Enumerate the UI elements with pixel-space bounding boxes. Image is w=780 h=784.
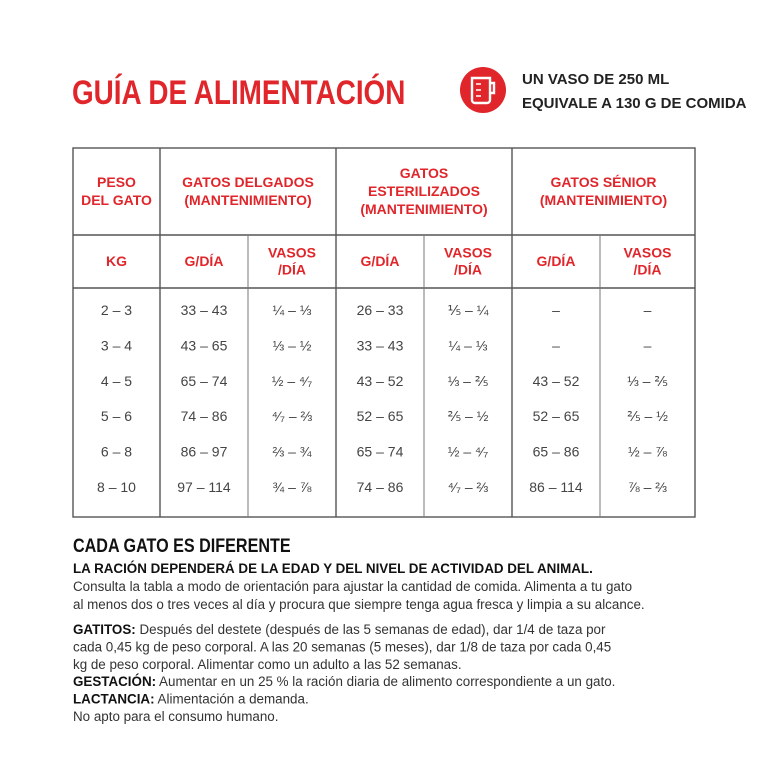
column-header: G/DÍA bbox=[537, 253, 576, 269]
table-cell: 26 – 33 bbox=[357, 302, 404, 318]
table-cell: – bbox=[552, 337, 560, 353]
table-cell: 43 – 52 bbox=[357, 373, 404, 389]
table-cell: 2 – 3 bbox=[101, 302, 132, 318]
notes-text: GESTACIÓN: Aumentar en un 25 % la ración… bbox=[73, 674, 615, 689]
notes-text: kg de peso corporal. Alimentar como un a… bbox=[73, 657, 462, 672]
table-cell: 52 – 65 bbox=[357, 408, 404, 424]
column-header: KG bbox=[106, 253, 127, 269]
table-cell: 33 – 43 bbox=[357, 337, 404, 353]
table-cell: 86 – 97 bbox=[181, 444, 228, 460]
table-cell: 8 – 10 bbox=[97, 479, 136, 495]
table-cell: ⅔ – ¾ bbox=[273, 444, 312, 460]
table-cell: 74 – 86 bbox=[357, 479, 404, 495]
table-cell: 43 – 65 bbox=[181, 337, 228, 353]
group-header: (MANTENIMIENTO) bbox=[360, 201, 487, 217]
table-cell: ¾ – ⅞ bbox=[273, 479, 312, 495]
table-cell: – bbox=[552, 302, 560, 318]
title: GUÍA DE ALIMENTACIÓN bbox=[72, 72, 405, 111]
table-cell: 74 – 86 bbox=[181, 408, 228, 424]
table-cell: 5 – 6 bbox=[101, 408, 132, 424]
table-cell: 4 – 5 bbox=[101, 373, 132, 389]
table-cell: – bbox=[644, 302, 652, 318]
table-cell: ¼ – ⅓ bbox=[449, 337, 488, 353]
table-cell: 65 – 74 bbox=[357, 444, 404, 460]
cup-icon bbox=[460, 67, 506, 113]
table-cell: 86 – 114 bbox=[529, 479, 583, 495]
table-cell: 65 – 74 bbox=[181, 373, 228, 389]
group-header: GATOS bbox=[400, 165, 449, 181]
notes-line: Aumentar en un 25 % la ración diaria de … bbox=[156, 674, 615, 689]
group-header: PESO bbox=[97, 174, 136, 190]
notes-line: kg de peso corporal. Alimentar como un a… bbox=[73, 657, 462, 672]
column-header: G/DÍA bbox=[361, 253, 400, 269]
notes-text: cada 0,45 kg de peso corporal. A las 20 … bbox=[73, 639, 611, 654]
column-header: VASOS bbox=[624, 245, 672, 261]
measure-line: EQUIVALE A 130 G DE COMIDA bbox=[522, 95, 747, 112]
table-cell: ⅕ – ¼ bbox=[448, 302, 489, 318]
column-header: VASOS bbox=[268, 245, 316, 261]
table-cell: ⅖ – ½ bbox=[627, 408, 668, 424]
table-cell: 6 – 8 bbox=[101, 444, 132, 460]
table-cell: 43 – 52 bbox=[533, 373, 580, 389]
column-header: VASOS bbox=[444, 245, 492, 261]
notes-text: GATITOS: Después del destete (después de… bbox=[73, 622, 606, 637]
notes-label: LACTANCIA: bbox=[73, 692, 155, 707]
notes-lead: LA RACIÓN DEPENDERÁ DE LA EDAD Y DEL NIV… bbox=[73, 561, 593, 576]
column-header: /DÍA bbox=[278, 262, 306, 278]
table-cell: ⁴⁄₇ – ⅔ bbox=[448, 479, 489, 495]
notes-label: GESTACIÓN: bbox=[73, 674, 156, 689]
group-header: GATOS SÉNIOR bbox=[550, 174, 656, 190]
column-header: /DÍA bbox=[634, 262, 662, 278]
table-grid bbox=[72, 147, 696, 518]
table-cell: ¼ – ⅓ bbox=[273, 302, 312, 318]
table-cell: 65 – 86 bbox=[533, 444, 580, 460]
measure-line: UN VASO DE 250 ML bbox=[522, 71, 669, 88]
notes-text: LACTANCIA: Alimentación a demanda. bbox=[73, 692, 309, 707]
table-cell: ⅓ – ⅖ bbox=[627, 373, 668, 389]
group-header: (MANTENIMIENTO) bbox=[184, 192, 311, 208]
notes-heading: CADA GATO ES DIFERENTE bbox=[73, 535, 291, 557]
table-cell: 33 – 43 bbox=[181, 302, 228, 318]
table-cell: ⅓ – ½ bbox=[273, 337, 312, 353]
table-cell: ½ – ⅞ bbox=[628, 444, 667, 460]
notes-text: al menos dos o tres veces al día y procu… bbox=[73, 597, 645, 612]
group-header: GATOS DELGADOS bbox=[182, 174, 314, 190]
table-cell: 52 – 65 bbox=[533, 408, 580, 424]
table-cell: ⅖ – ½ bbox=[448, 408, 489, 424]
group-header: (MANTENIMIENTO) bbox=[540, 192, 667, 208]
group-header: ESTERILIZADOS bbox=[368, 183, 480, 199]
notes-line: Alimentación a demanda. bbox=[155, 692, 309, 707]
table-cell: ⅞ – ⅔ bbox=[628, 479, 667, 495]
notes-text: Consulta la tabla a modo de orientación … bbox=[73, 579, 632, 594]
notes-footer: No apto para el consumo humano. bbox=[73, 709, 278, 724]
table-cell: 97 – 114 bbox=[177, 479, 231, 495]
notes-line: cada 0,45 kg de peso corporal. A las 20 … bbox=[73, 639, 611, 654]
notes-line: Después del destete (después de las 5 se… bbox=[136, 622, 606, 637]
table-cell: ⅓ – ⅖ bbox=[448, 373, 489, 389]
column-header: G/DÍA bbox=[185, 253, 224, 269]
column-header: /DÍA bbox=[454, 262, 482, 278]
table-cell: ½ – ⁴⁄₇ bbox=[272, 373, 313, 389]
notes-label: GATITOS: bbox=[73, 622, 136, 637]
table-cell: ⁴⁄₇ – ⅔ bbox=[272, 408, 313, 424]
table-cell: – bbox=[644, 337, 652, 353]
table-cell: ½ – ⁴⁄₇ bbox=[448, 444, 489, 460]
table-cell: 3 – 4 bbox=[101, 337, 132, 353]
group-header: DEL GATO bbox=[81, 192, 152, 208]
